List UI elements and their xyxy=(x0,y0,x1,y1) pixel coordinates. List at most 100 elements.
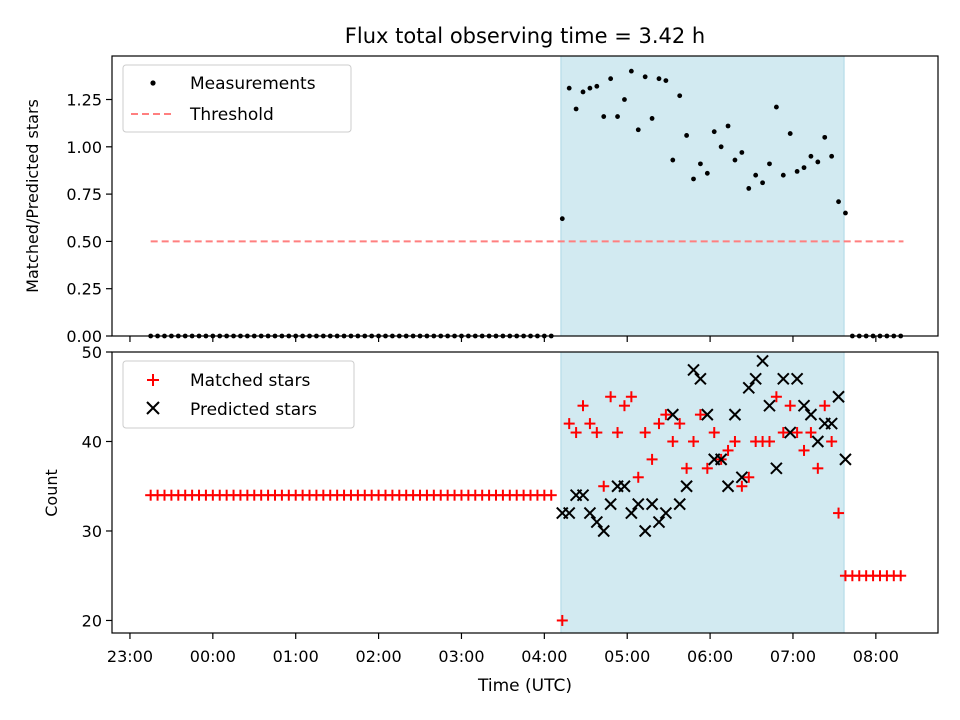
x-tick-label: 05:00 xyxy=(604,647,650,666)
predicted-star-point-b xyxy=(604,497,617,511)
predicted-star-point xyxy=(721,480,735,493)
predicted-star-point xyxy=(749,372,762,386)
legend-predicted-marker xyxy=(146,401,160,415)
bottom-legend: Matched stars Predicted stars xyxy=(122,360,355,429)
x-axis-label: Time (UTC) xyxy=(477,676,572,696)
predicted-star-point-b xyxy=(618,480,631,493)
predicted-star-point-b xyxy=(832,390,845,403)
predicted-star-point xyxy=(625,506,638,520)
predicted-star-point xyxy=(832,390,845,403)
matched-star-point xyxy=(625,391,637,403)
x-tick-label: 23:00 xyxy=(107,647,153,666)
predicted-star-point xyxy=(701,408,714,421)
predicted-star-point xyxy=(839,453,852,466)
predicted-star-point xyxy=(583,506,597,520)
legend-matched-label: Matched stars xyxy=(190,371,310,391)
bottom-plot-frame xyxy=(111,351,939,634)
predicted-star-point xyxy=(604,497,617,511)
matched-star-point xyxy=(577,400,589,412)
matched-star-point xyxy=(826,435,838,447)
x-tick-label: 06:00 xyxy=(687,647,733,666)
chart-title: Flux total observing time = 3.42 h xyxy=(345,24,705,48)
predicted-star-point-b xyxy=(763,399,776,412)
measurement-point xyxy=(635,127,641,133)
matched-star-point xyxy=(833,507,845,519)
predicted-star-point-b xyxy=(825,417,838,430)
measurement-point xyxy=(559,216,565,222)
measurement-point xyxy=(642,74,648,80)
top-y-axis-label: Matched/Predicted stars xyxy=(23,99,42,293)
matched-star-point xyxy=(694,409,706,421)
top-y-tick-label: 1.25 xyxy=(66,91,102,110)
predicted-star-point xyxy=(790,372,804,386)
predicted-star-point-b xyxy=(680,480,693,493)
measurement-point xyxy=(843,210,848,216)
matched-star-point xyxy=(605,391,617,403)
predicted-star-point xyxy=(756,354,769,368)
matched-star-point xyxy=(598,480,610,492)
measurement-point xyxy=(725,123,731,129)
x-tick-label: 04:00 xyxy=(521,647,567,666)
predicted-star-point-b xyxy=(804,408,818,421)
measurement-point xyxy=(753,172,759,178)
predicted-star-point-b xyxy=(701,408,714,421)
measurement-point xyxy=(573,106,579,112)
measurement-point xyxy=(608,76,614,82)
predicted-star-point-b xyxy=(742,381,755,395)
matched-star-point xyxy=(777,427,789,439)
measurement-point xyxy=(622,97,627,102)
predicted-star-point xyxy=(811,435,825,448)
predicted-star-point xyxy=(742,381,755,395)
predicted-star-point-b xyxy=(597,524,610,538)
measurement-point xyxy=(739,150,745,155)
matched-star-point xyxy=(701,462,713,474)
matched-star-point xyxy=(674,418,686,430)
predicted-star-point xyxy=(804,408,818,421)
matched-star-point xyxy=(784,400,796,412)
measurement-point xyxy=(698,161,703,167)
matched-star-point xyxy=(618,400,630,412)
top-y-tick-label: 0.00 xyxy=(66,327,102,346)
measurement-point xyxy=(580,89,586,95)
bottom-y-tick-label: 50 xyxy=(82,343,102,362)
measurement-point xyxy=(566,85,572,91)
predicted-star-point-b xyxy=(652,515,666,529)
predicted-star-point-b xyxy=(756,354,769,368)
predicted-star-point-b xyxy=(625,506,638,520)
predicted-star-point-b xyxy=(797,399,811,412)
predicted-star-point-b xyxy=(770,462,783,475)
predicted-star-point-b xyxy=(749,372,762,386)
matched-star-point xyxy=(708,427,720,439)
measurement-point xyxy=(601,114,607,119)
predicted-star-point xyxy=(666,408,680,421)
predicted-star-point xyxy=(638,524,652,538)
predicted-star-point xyxy=(694,372,707,386)
predicted-star-point xyxy=(597,524,610,538)
measurement-point xyxy=(587,85,593,91)
predicted-star-point xyxy=(770,462,783,475)
matched-star-point xyxy=(819,400,831,412)
bottom-y-tick-label: 40 xyxy=(82,432,102,451)
measurement-point xyxy=(691,176,696,182)
bottom-legend-frame xyxy=(122,360,355,429)
matched-star-point xyxy=(639,427,651,439)
top-y-tick-label: 0.25 xyxy=(66,280,102,299)
matched-star-point xyxy=(584,418,596,430)
predicted-star-point-b xyxy=(783,426,797,439)
x-tick-label: 08:00 xyxy=(853,647,899,666)
measurement-point xyxy=(663,78,669,83)
matched-star-point xyxy=(556,614,568,626)
predicted-star-point xyxy=(673,497,686,511)
matched-star-point xyxy=(653,418,665,430)
predicted-star-point-b xyxy=(583,506,597,520)
observing-window-span xyxy=(560,351,845,634)
measurement-point xyxy=(594,83,600,89)
predicted-star-point-b xyxy=(645,497,659,511)
x-tick-label: 01:00 xyxy=(273,647,319,666)
measurement-point xyxy=(767,161,772,167)
measurement-point xyxy=(711,129,717,135)
observing-window-bottom xyxy=(560,351,845,634)
measurement-point xyxy=(801,165,807,171)
predicted-star-point-b xyxy=(659,506,673,520)
